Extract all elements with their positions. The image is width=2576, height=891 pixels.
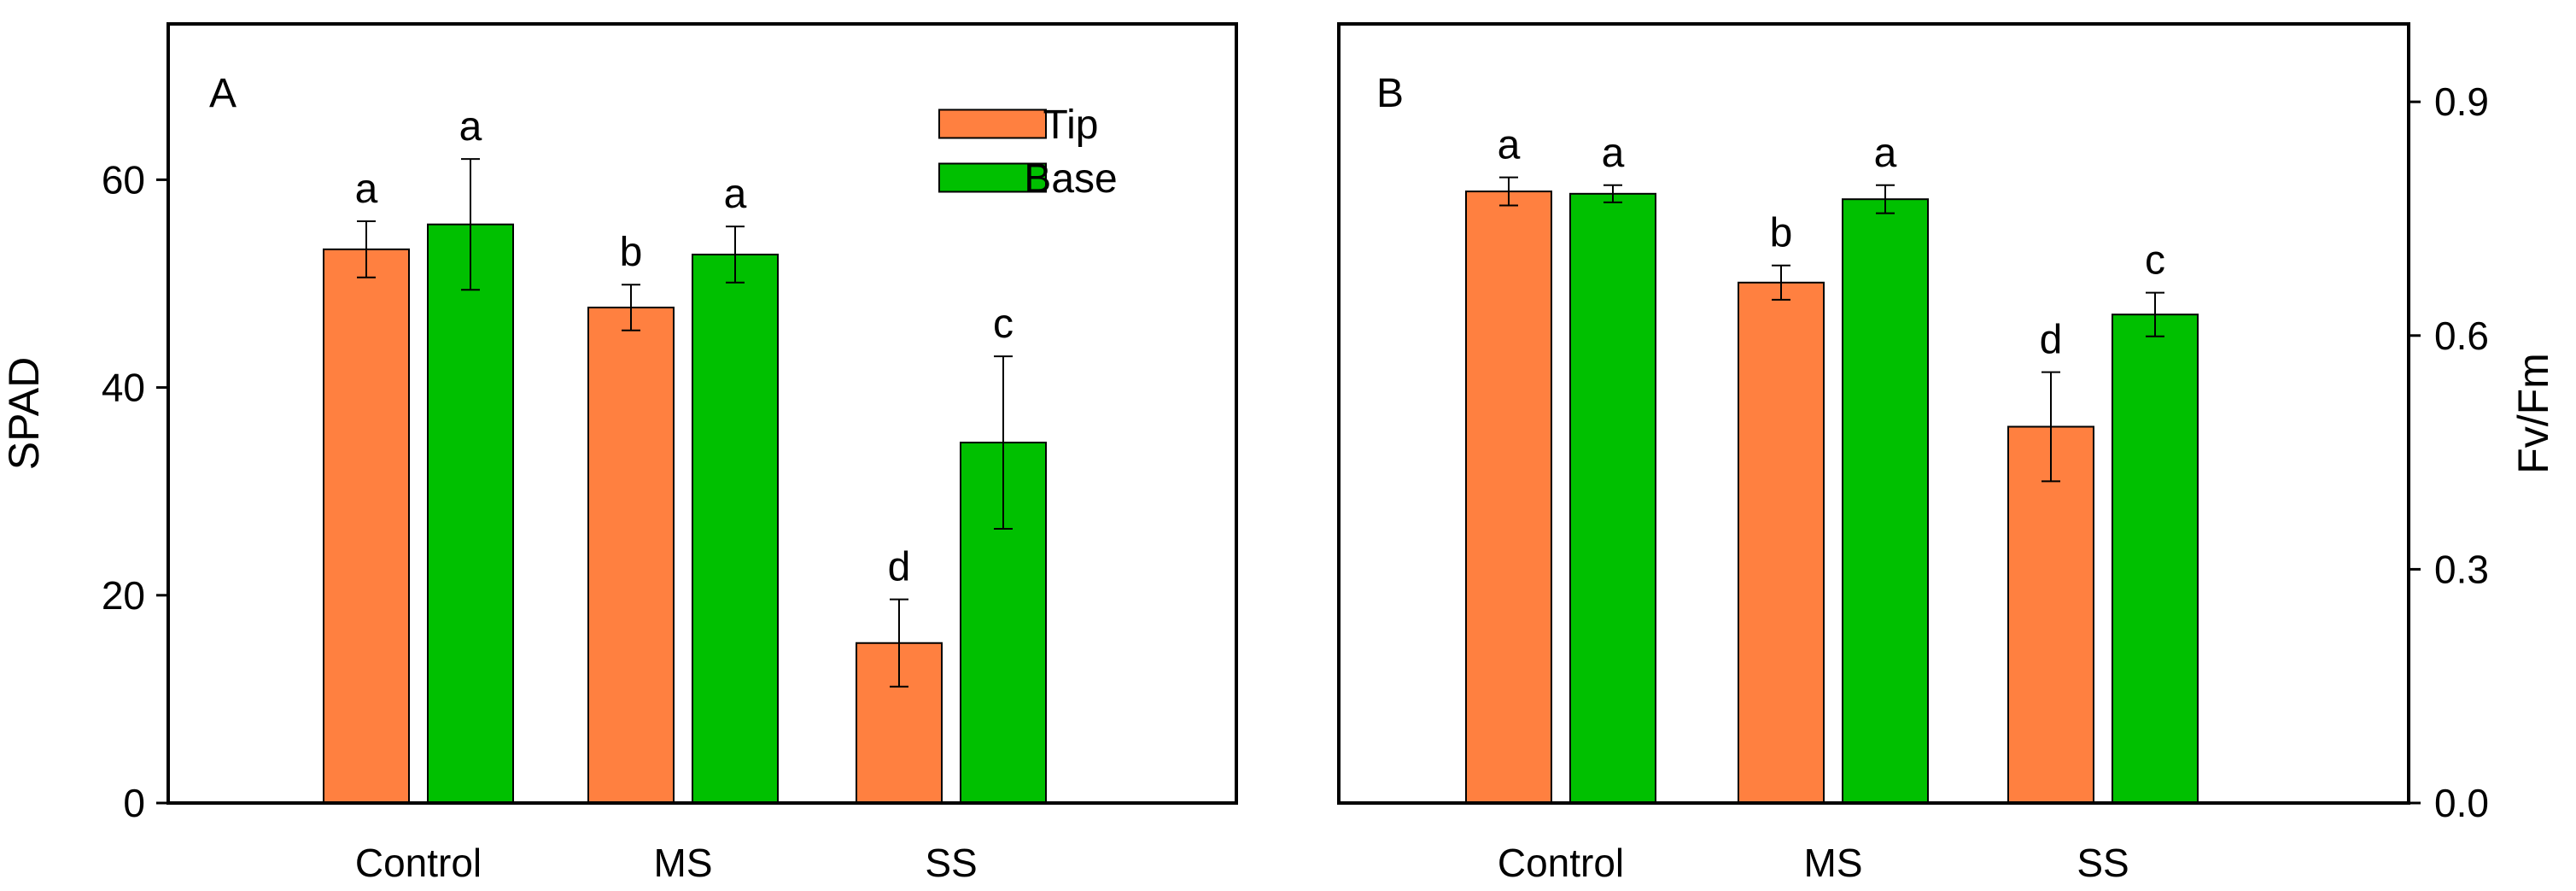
bar-tip-control xyxy=(323,248,410,804)
bar-base-ms xyxy=(1842,198,1929,804)
panel-b-fvfm-chart: a b d a a c 0.0 0.3 0.6 0.9 Control MS SS Fv/Fm B xyxy=(1337,22,2557,885)
significance-letter: c xyxy=(2145,238,2165,284)
panel-a-spad-chart: a b d a a c 0 20 40 60 Control MS SS SPAD A Tip Base xyxy=(0,22,1238,885)
bar-base-control xyxy=(1569,192,1656,805)
y-tick-label: 60 xyxy=(102,157,145,202)
x-category-label: Control xyxy=(1498,841,1624,885)
bar-tip-ms xyxy=(587,306,675,804)
bar-base-control xyxy=(427,223,514,804)
y-tick-label: 0.9 xyxy=(2434,79,2489,124)
bar-tip-control xyxy=(1465,191,1552,804)
significance-letter: b xyxy=(620,230,643,275)
y-tick-label: 0.3 xyxy=(2434,547,2489,591)
panel-letter: B xyxy=(1376,71,1404,116)
x-category-label: MS xyxy=(1804,841,1863,885)
y-tick-label: 20 xyxy=(102,573,145,618)
y-tick-label: 0.6 xyxy=(2434,314,2489,358)
significance-letter: d xyxy=(2040,318,2063,363)
y-tick-label: 0 xyxy=(123,781,145,825)
significance-letter: b xyxy=(1770,211,1793,256)
bar-base-ms xyxy=(692,253,779,804)
significance-letter: a xyxy=(1602,131,1625,176)
significance-letter: a xyxy=(459,104,482,149)
x-category-label: SS xyxy=(925,841,977,885)
significance-letter: c xyxy=(993,302,1013,347)
panel-letter: A xyxy=(209,71,237,116)
x-category-label: SS xyxy=(2077,841,2129,885)
x-category-label: MS xyxy=(654,841,713,885)
x-category-label: Control xyxy=(355,841,482,885)
legend-swatch-base xyxy=(938,162,1047,193)
y-tick-label: 0.0 xyxy=(2434,781,2489,825)
significance-letter: a xyxy=(355,167,378,212)
plot-frame xyxy=(1337,22,2410,805)
significance-letter: a xyxy=(724,172,747,217)
legend-swatch-tip xyxy=(938,108,1047,139)
significance-letter: a xyxy=(1874,131,1897,176)
bar-base-ss xyxy=(2112,314,2199,804)
significance-letter: d xyxy=(888,545,911,590)
y-axis-title: SPAD xyxy=(0,357,48,470)
bar-tip-ss xyxy=(2007,425,2094,804)
y-tick-label: 40 xyxy=(102,366,145,410)
legend-label: Base xyxy=(1024,156,1117,202)
legend-label: Tip xyxy=(1043,103,1099,148)
plot-frame xyxy=(166,22,1238,805)
significance-letter: a xyxy=(1498,123,1521,168)
bar-tip-ms xyxy=(1738,281,1825,804)
y-axis-title: Fv/Fm xyxy=(2509,353,2557,474)
